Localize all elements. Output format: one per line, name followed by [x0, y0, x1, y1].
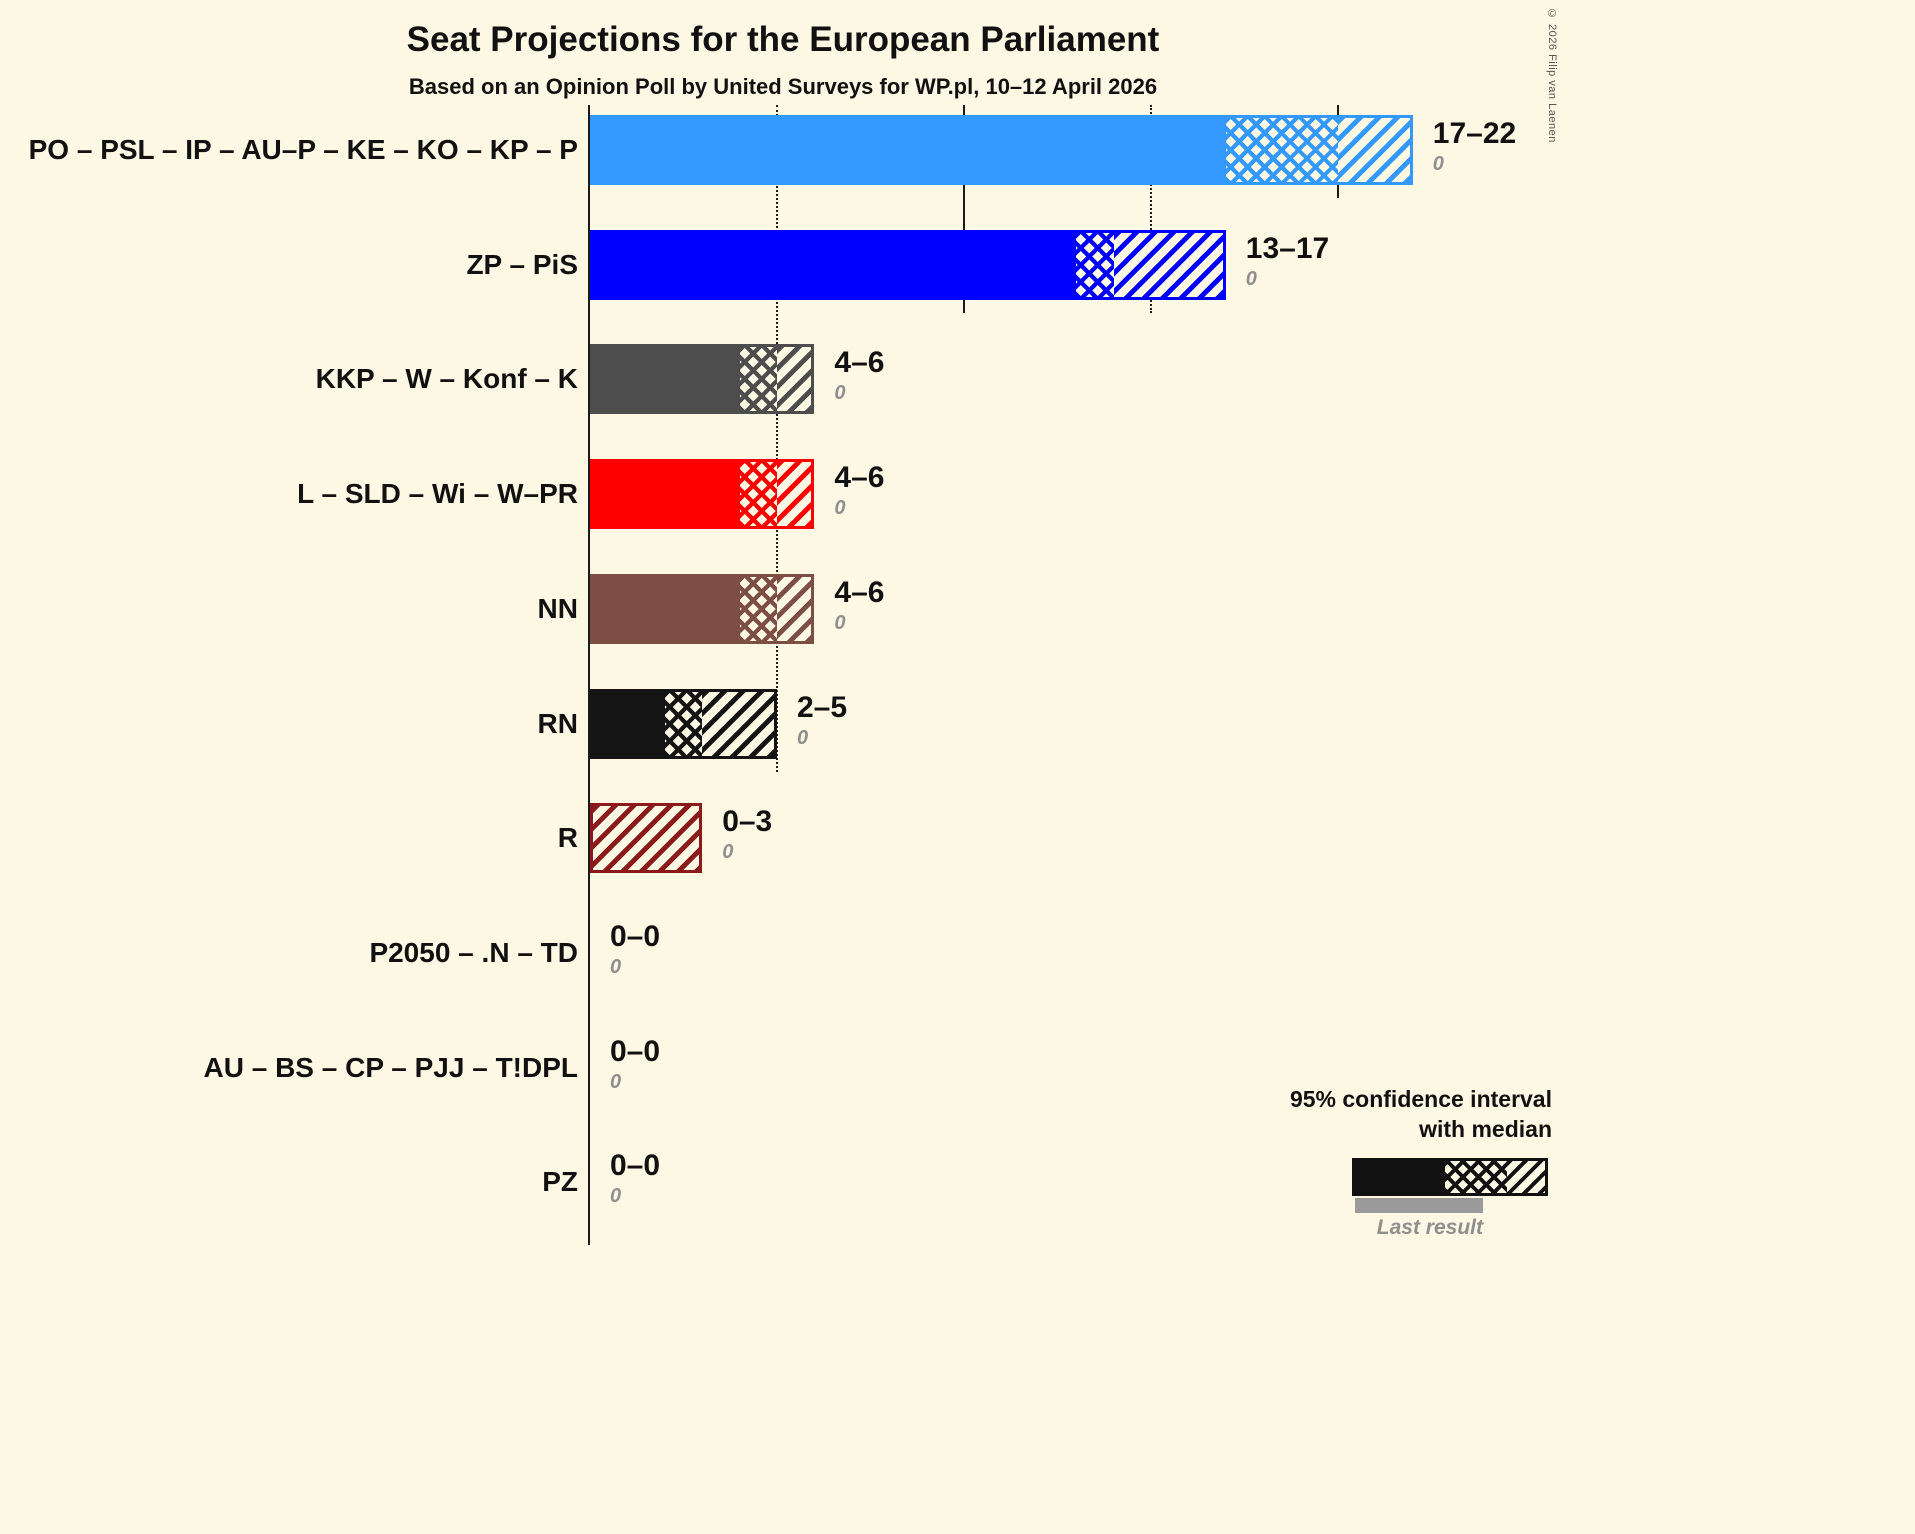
- chart-row: P2050 – .N – TD 0–0 0: [0, 918, 1915, 988]
- bar-crosshatch-section: [739, 347, 777, 412]
- legend-ci-sample-bar: [1352, 1158, 1548, 1196]
- value-labels: 2–5 0: [797, 690, 847, 750]
- seat-bar: [590, 229, 1226, 300]
- seat-range-label: 0–0: [610, 919, 661, 953]
- bar-crosshatch-section: [664, 691, 703, 756]
- bar-crosshatch-section: [1076, 232, 1114, 297]
- value-labels: 17–22 0: [1433, 116, 1516, 176]
- chart-row: R 0–3 0: [0, 803, 1915, 874]
- value-labels: 0–0 0: [610, 1148, 660, 1208]
- bar-solid-section: [593, 118, 1226, 182]
- seat-range-label: 0–3: [722, 805, 773, 839]
- seat-range-label: 4–6: [834, 575, 885, 609]
- seat-range-label: 4–6: [834, 461, 885, 495]
- seat-range-label: 13–17: [1245, 231, 1330, 265]
- chart-row: PZ 0–0 0: [0, 1147, 1915, 1217]
- last-result-value: 0: [610, 1185, 622, 1208]
- chart-row: NN 4–6 0: [0, 573, 1915, 644]
- bar-diagonal-section: [776, 576, 812, 641]
- legend-ci-label-line1: 95% confidence interval: [1289, 1086, 1552, 1112]
- bar-diagonal-section: [776, 347, 812, 412]
- party-label: AU – BS – CP – PJJ – T!DPL: [203, 1051, 579, 1083]
- legend-last-result-label: Last result: [1376, 1216, 1483, 1239]
- value-labels: 4–6 0: [834, 345, 884, 405]
- copyright-notice: © 2026 Filip van Laenen: [1546, 8, 1558, 143]
- chart-row: L – SLD – Wi – W–PR 4–6 0: [0, 459, 1915, 530]
- last-result-value: 0: [610, 1070, 622, 1093]
- party-label: PO – PSL – IP – AU–P – KE – KO – KP – P: [28, 134, 578, 165]
- legend-last-result-sample-bar: [1355, 1198, 1483, 1213]
- y-axis-line: [588, 105, 590, 1245]
- legend-bar-solid-section: [1355, 1161, 1445, 1193]
- chart-row: RN 2–5 0: [0, 688, 1915, 759]
- seat-bar: [590, 115, 1413, 185]
- seat-bar: [590, 803, 703, 874]
- party-label: ZP – PiS: [466, 248, 578, 280]
- value-labels: 4–6 0: [834, 575, 884, 635]
- bar-diagonal-section: [1113, 232, 1223, 297]
- last-result-value: 0: [797, 726, 809, 749]
- bar-crosshatch-section: [739, 462, 777, 527]
- last-result-value: 0: [834, 497, 846, 520]
- chart-row: PO – PSL – IP – AU–P – KE – KO – KP – P 1…: [0, 115, 1915, 185]
- party-label: RN: [537, 707, 578, 739]
- last-result-value: 0: [834, 382, 846, 405]
- legend-ci-label-line2: with median: [1419, 1116, 1552, 1142]
- seat-range-label: 17–22: [1432, 117, 1517, 150]
- legend-bar-diagonal-section: [1507, 1161, 1545, 1193]
- chart-row: AU – BS – CP – PJJ – T!DPL 0–0 0: [0, 1033, 1915, 1103]
- party-label: P2050 – .N – TD: [369, 936, 578, 968]
- seat-range-label: 0–0: [610, 1034, 661, 1068]
- value-labels: 0–0 0: [610, 919, 660, 979]
- chart-row: KKP – W – Konf – K 4–6 0: [0, 344, 1915, 415]
- chart-row: ZP – PiS 13–17 0: [0, 229, 1915, 300]
- party-label: NN: [537, 592, 578, 624]
- last-result-value: 0: [1245, 267, 1257, 290]
- seat-bar: [590, 344, 815, 415]
- bar-solid-section: [593, 347, 740, 412]
- last-result-value: 0: [834, 611, 846, 634]
- party-label: PZ: [542, 1166, 578, 1198]
- chart-subtitle: Based on an Opinion Poll by United Surve…: [408, 74, 1158, 99]
- seat-range-label: 4–6: [834, 346, 885, 380]
- legend: 95% confidence interval with median Last…: [1250, 1086, 1552, 1256]
- last-result-value: 0: [722, 841, 734, 864]
- bar-diagonal-section: [1337, 118, 1410, 182]
- bar-crosshatch-section: [739, 576, 777, 641]
- party-label: R: [557, 822, 578, 854]
- bar-solid-section: [593, 691, 665, 756]
- bar-solid-section: [593, 232, 1077, 297]
- bar-solid-section: [593, 462, 740, 527]
- seat-bar: [590, 573, 815, 644]
- last-result-value: 0: [1432, 153, 1444, 175]
- value-labels: 0–3 0: [722, 804, 772, 864]
- chart-title: Seat Projections for the European Parlia…: [406, 20, 1160, 59]
- bar-diagonal-section: [702, 691, 774, 756]
- seat-bar: [590, 688, 777, 759]
- bar-diagonal-section: [776, 462, 812, 527]
- gridline-15-seats: [1150, 105, 1152, 313]
- bar-solid-section: [593, 576, 740, 641]
- value-labels: 4–6 0: [834, 460, 884, 520]
- seat-range-label: 0–0: [610, 1149, 661, 1183]
- gridline-10-seats: [963, 105, 965, 313]
- bar-diagonal-section: [593, 806, 700, 871]
- seat-range-label: 2–5: [797, 690, 848, 724]
- last-result-value: 0: [610, 955, 622, 978]
- party-label: L – SLD – Wi – W–PR: [297, 478, 578, 510]
- value-labels: 13–17 0: [1246, 231, 1329, 291]
- bar-crosshatch-section: [1225, 118, 1338, 182]
- value-labels: 0–0 0: [610, 1034, 660, 1094]
- legend-bar-crosshatch-section: [1445, 1161, 1507, 1193]
- seat-bar: [590, 459, 815, 530]
- gridline-5-seats: [776, 105, 778, 772]
- party-label: KKP – W – Konf – K: [315, 363, 578, 395]
